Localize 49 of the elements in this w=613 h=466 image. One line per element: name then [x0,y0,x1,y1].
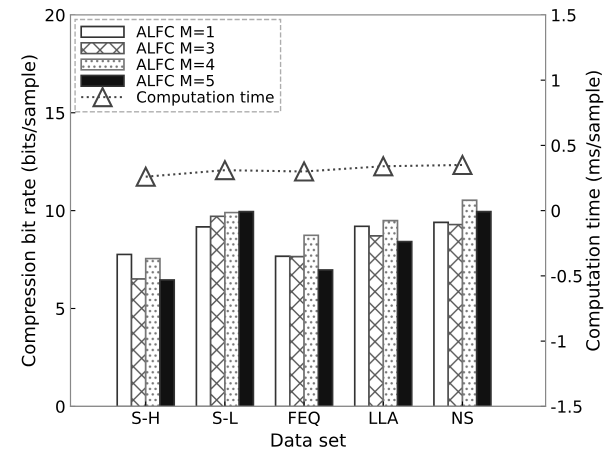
x-tick-label: LLA [370,412,398,424]
x-axis-title: Data set [272,433,346,447]
point [452,154,473,176]
bar [224,212,240,406]
bar [288,256,305,406]
bar [116,254,132,406]
x-tick-label: S-H [132,412,159,424]
legend-label: ALFC M=3 [136,42,214,54]
point [294,161,314,182]
x-tick-label: FEQ [289,412,320,426]
x-tick-label: S-L [213,412,238,424]
y2-tick-label: 1 [552,74,560,86]
bar [447,224,464,406]
legend-label: Computation time [137,90,274,106]
bar [196,226,212,406]
y2-tick-label: 0 [552,204,560,218]
bar [238,210,254,406]
bar [130,278,147,406]
bar [433,222,450,406]
legend-label: ALFC M=4 [136,58,214,70]
bar [382,220,398,406]
y-tick-label: 5 [56,302,64,316]
bar [303,234,320,406]
point [136,166,156,187]
y-tick-label: 20 [46,8,65,22]
y-tick-label: 0 [56,400,65,413]
bar [210,215,226,406]
legend-label: ALFC M=5 [136,74,214,86]
x-tick-label: NS [452,412,474,424]
legend-label: ALFC M=1 [136,26,214,38]
bar [274,255,291,406]
y2-tick-label: 0.5 [552,139,576,152]
y-tick-label: 10 [46,204,65,218]
bar [476,210,492,406]
point [214,160,235,180]
bar [144,258,161,406]
y2-axis-title: Computation time (ms/sample) [586,71,604,351]
bar [159,279,176,406]
point [373,156,394,176]
y2-tick-label: -0.5 [551,270,582,282]
y2-tick-label: -1 [551,335,566,348]
bar [462,199,478,406]
y2-tick-label: -1.5 [551,400,582,413]
bar [396,240,413,406]
bar [317,269,334,406]
y-axis-title: Compression bit rate (bits/sample) [21,55,39,366]
y-tick-label: 15 [46,106,64,120]
bar [368,235,384,406]
y2-tick-label: 1.5 [552,9,576,22]
